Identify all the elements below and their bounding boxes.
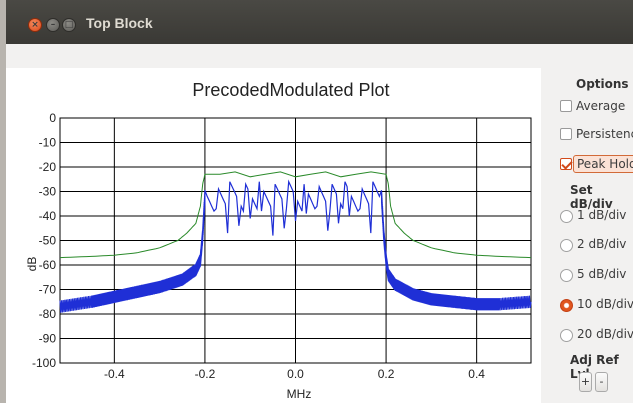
- close-icon: ×: [31, 20, 39, 30]
- radio-button[interactable]: [560, 329, 573, 342]
- plot-ticks: 0 -10 -20 -30 -40 -50 -60 -70 -80 -90 -100 -0.4 -0.2…: [32, 111, 485, 381]
- y-tick-label: 0: [49, 111, 56, 125]
- set-db-div-title: Set dB/div: [570, 183, 613, 211]
- maximize-window-button[interactable]: □: [62, 18, 76, 32]
- persistence-label: Persistence: [576, 127, 633, 141]
- y-tick-label: -20: [39, 160, 57, 174]
- radio-button-selected[interactable]: [560, 299, 573, 312]
- radio-label: 2 dB/div: [577, 237, 627, 251]
- peak-hold-highlight: Peak Hold: [573, 155, 633, 173]
- plot-series: [59, 171, 532, 313]
- y-axis-label: dB: [25, 257, 39, 272]
- minimize-icon: –: [50, 20, 56, 30]
- persistence-check-box[interactable]: [560, 128, 572, 140]
- top-block-window: × – □ Top Block PrecodedModulated Plot 0…: [6, 0, 633, 403]
- radio-button[interactable]: [560, 239, 573, 252]
- y-tick-label: -40: [39, 209, 57, 223]
- plot-grid: [59, 117, 532, 364]
- plot-panel[interactable]: PrecodedModulated Plot 0 -10 -20 -30 -40 -50 -…: [6, 68, 541, 403]
- x-tick-label: 0.4: [468, 367, 485, 381]
- window-title: Top Block: [86, 15, 153, 31]
- x-tick-label: -0.4: [104, 367, 125, 381]
- chart-title: PrecodedModulated Plot: [192, 80, 389, 100]
- average-label: Average: [576, 99, 626, 113]
- y-tick-label: -90: [39, 332, 57, 346]
- y-tick-label: -60: [39, 258, 57, 272]
- y-tick-label: -30: [39, 185, 57, 199]
- y-tick-label: -50: [39, 234, 57, 248]
- radio-label: 20 dB/div: [577, 327, 633, 341]
- x-tick-label: -0.2: [195, 367, 216, 381]
- minimize-window-button[interactable]: –: [46, 18, 60, 32]
- peak-hold-check-box[interactable]: [560, 158, 572, 170]
- average-check-box[interactable]: [560, 100, 572, 112]
- radio-button[interactable]: [560, 269, 573, 282]
- options-title: Options: [576, 77, 629, 91]
- radio-label: 10 dB/div: [577, 297, 633, 311]
- close-window-button[interactable]: ×: [28, 18, 42, 32]
- ref-level-down-button[interactable]: -: [595, 372, 608, 392]
- radio-label: 5 dB/div: [577, 267, 627, 281]
- series-current-line: [59, 179, 532, 313]
- left-window-edge: [0, 0, 6, 403]
- minus-label: -: [599, 375, 604, 388]
- peak-hold-label: Peak Hold: [577, 157, 633, 171]
- y-tick-label: -100: [32, 356, 56, 370]
- options-panel: Options Average Persistence Peak Hold Se…: [550, 68, 633, 403]
- series-peak-hold-line: [59, 171, 532, 259]
- y-tick-label: -80: [39, 307, 57, 321]
- title-bar: × – □ Top Block: [6, 0, 633, 44]
- plus-label: +: [580, 375, 591, 388]
- radio-button[interactable]: [560, 210, 573, 223]
- maximize-icon: □: [64, 20, 74, 30]
- radio-label: 1 dB/div: [577, 208, 627, 222]
- ref-level-up-button[interactable]: +: [579, 372, 592, 392]
- x-tick-label: 0.2: [378, 367, 395, 381]
- fft-plot[interactable]: PrecodedModulated Plot 0 -10 -20 -30 -40 -50 -…: [6, 68, 541, 403]
- y-tick-label: -70: [39, 283, 57, 297]
- x-tick-label: 0.0: [287, 367, 304, 381]
- x-axis-label: MHz: [287, 387, 312, 401]
- y-tick-label: -10: [39, 136, 57, 150]
